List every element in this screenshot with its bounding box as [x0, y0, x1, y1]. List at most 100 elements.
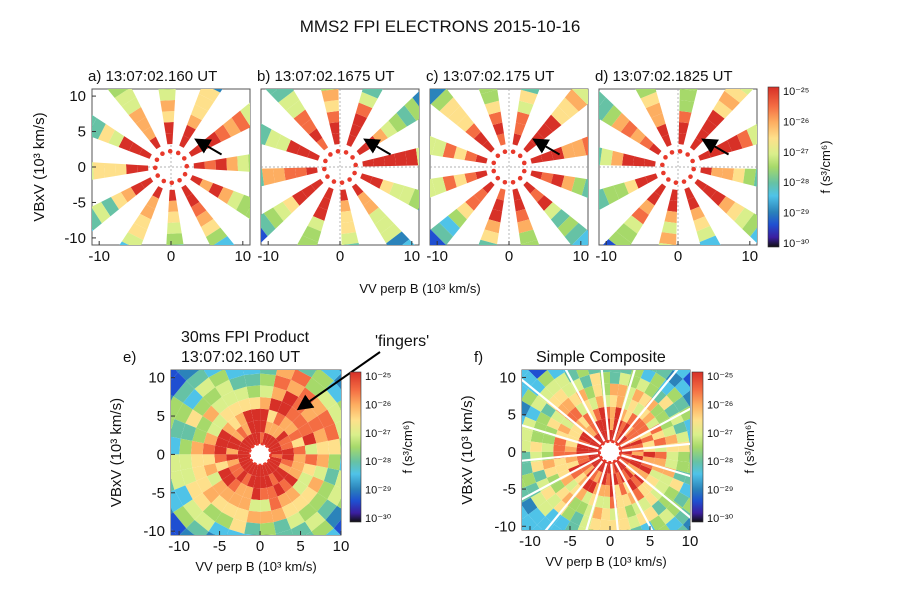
heatmap-cell — [313, 465, 328, 481]
heatmap-cell — [636, 377, 650, 393]
heatmap-cell — [581, 178, 588, 198]
heatmap-cell — [528, 370, 548, 379]
heatmap-cell — [396, 105, 417, 127]
heatmap-cell — [226, 441, 240, 451]
heatmap-cell — [453, 146, 468, 161]
heatmap-cell — [637, 406, 651, 420]
heatmap-cell — [485, 419, 499, 437]
heatmap-cell — [522, 384, 529, 399]
heatmap-cell — [260, 510, 274, 524]
heatmap-cell — [307, 476, 324, 493]
heatmap-cell — [664, 210, 677, 224]
heatmap-cell — [318, 196, 331, 211]
heatmap-cell — [576, 447, 589, 452]
heatmap-cell — [530, 431, 544, 443]
heatmap-cell — [626, 529, 631, 530]
heatmap-cell — [496, 133, 506, 146]
heatmap-cell — [180, 467, 197, 486]
heatmap-cell — [248, 396, 261, 410]
heatmap-cell — [300, 347, 325, 367]
heatmap-cell — [693, 216, 711, 232]
heatmap-cells — [430, 89, 588, 245]
heatmap-cell — [323, 187, 334, 200]
heatmap-cell — [358, 91, 378, 109]
core-dot — [517, 175, 523, 181]
heatmap-cell — [699, 235, 721, 245]
panel-title: c) 13:07:02.175 UT — [426, 68, 554, 85]
heatmap-cell — [268, 458, 281, 467]
heatmap-cell — [244, 435, 255, 447]
heatmap-cell — [203, 432, 218, 446]
heatmap-cell — [226, 529, 245, 535]
core-dot — [681, 179, 687, 184]
heatmap-cell — [519, 89, 538, 105]
heatmap-cell — [657, 524, 670, 530]
heatmap-cell — [618, 372, 631, 386]
heatmap-cell — [541, 442, 554, 452]
heatmap-cell — [495, 452, 507, 467]
heatmap-cell — [623, 467, 634, 479]
heatmap-cell — [192, 465, 207, 481]
heatmap-cell — [242, 409, 254, 424]
heatmap-cell — [302, 463, 317, 477]
heatmap-cell — [582, 412, 594, 426]
heatmap-cell — [514, 122, 526, 136]
heatmap-cell — [120, 187, 137, 203]
heatmap-cell — [678, 132, 687, 145]
heatmap-cell — [690, 206, 705, 221]
heatmap-cell — [357, 191, 372, 206]
heatmap-cell — [522, 428, 533, 442]
heatmap-cell — [574, 472, 587, 484]
heatmap-cell — [231, 430, 245, 443]
heatmap-cell — [298, 471, 314, 487]
heatmap-cell — [528, 507, 546, 525]
heatmap-cell — [599, 97, 614, 121]
heatmap-cell — [264, 433, 273, 446]
heatmap-cell — [132, 429, 146, 454]
heatmap-cell — [308, 492, 328, 512]
colorbar-tick-label: 10⁻²⁵ — [707, 371, 733, 383]
heatmap-cell — [618, 438, 630, 447]
heatmap-cell — [622, 410, 633, 423]
heatmap-cell — [226, 454, 239, 462]
heatmap-cell — [540, 172, 554, 184]
colorbar-label: f (s³/cm⁶) — [742, 420, 757, 473]
heatmap-cell — [273, 412, 286, 427]
heatmap-cell — [560, 474, 575, 487]
heatmap-cell — [341, 232, 359, 245]
heatmap-cell — [293, 454, 306, 464]
heatmap-cell — [128, 106, 146, 124]
heatmap-cell — [727, 134, 743, 152]
heatmap-cell — [331, 132, 340, 145]
heatmap-cells — [599, 89, 757, 245]
heatmap-cell — [595, 395, 605, 409]
heatmap-cell — [574, 419, 587, 432]
heatmap-cell — [253, 476, 261, 489]
heatmap-cell — [245, 207, 250, 220]
core-dot — [353, 162, 358, 168]
heatmap-cell — [550, 480, 565, 494]
heatmap-cell — [550, 410, 565, 424]
heatmap-cell — [576, 454, 589, 461]
heatmap-cell — [260, 432, 265, 445]
heatmap-cell — [576, 370, 590, 378]
heatmap-cell — [192, 427, 207, 444]
heatmap-cell — [187, 114, 202, 130]
heatmap-cell — [219, 406, 235, 423]
heatmap-cell — [240, 103, 250, 126]
heatmap-cell — [186, 193, 200, 208]
heatmap-cell — [340, 189, 349, 202]
y-tick-label: -5 — [73, 194, 86, 211]
heatmap-cell — [617, 384, 628, 397]
heatmap-cell — [291, 190, 308, 206]
heatmap-cell — [255, 432, 261, 445]
heatmap-cell — [226, 156, 239, 172]
heatmap-cell — [621, 153, 635, 166]
heatmap-cell — [121, 97, 141, 115]
heatmap-cell — [664, 434, 678, 445]
heatmap-cell — [640, 370, 656, 383]
x-tick-label: -10 — [519, 533, 541, 550]
heatmap-cell — [520, 239, 540, 245]
heatmap-cell — [576, 443, 589, 449]
y-tick-label: -10 — [494, 518, 516, 535]
